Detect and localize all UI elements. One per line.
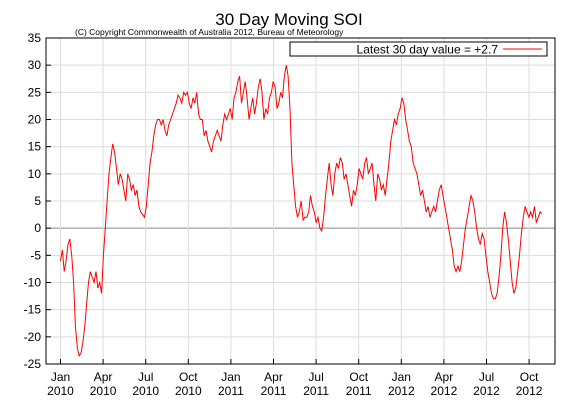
x-tick-label-year: 2012 [516,384,543,398]
y-tick-label: -15 [24,303,42,317]
y-tick-label: 0 [34,221,41,235]
x-tick-label-year: 2012 [431,384,458,398]
y-tick-label: -20 [24,330,42,344]
grid-lines [46,38,555,364]
y-tick-label: 25 [28,85,42,99]
y-tick-label: 35 [28,31,42,45]
x-tick-label-year: 2012 [473,384,500,398]
x-tick-label-month: Jul [138,370,153,384]
x-tick-label-month: Jan [392,370,411,384]
y-tick-label: 20 [28,113,42,127]
x-tick-label-year: 2012 [388,384,415,398]
y-tick-label: -5 [30,248,41,262]
x-tick-label-year: 2011 [346,384,372,398]
x-tick-label-year: 2010 [132,384,159,398]
x-tick-label-month: Oct [520,370,539,384]
series-group [60,65,543,358]
x-tick-label-month: Apr [435,370,454,384]
y-axis: -25 -20 -15 -10 -5 0 5 10 15 20 25 30 35 [24,31,51,371]
x-tick-label-year: 2011 [303,384,329,398]
y-tick-label: 15 [28,140,42,154]
y-tick-label: -25 [24,357,42,371]
chart-subtitle: (C) Copyright Commonwealth of Australia … [75,27,344,37]
x-tick-label-year: 2011 [261,384,287,398]
legend-label: Latest 30 day value = +2.7 [357,43,499,57]
y-tick-label: 30 [28,58,42,72]
legend: Latest 30 day value = +2.7 [289,41,548,57]
series-line [60,65,543,358]
x-tick-label-month: Jul [479,370,494,384]
x-tick-label-month: Apr [94,370,113,384]
x-tick-label-year: 2010 [47,384,74,398]
x-tick-label-month: Jan [51,370,70,384]
x-tick-label-month: Oct [179,370,198,384]
x-tick-label-month: Jul [308,370,323,384]
x-tick-label-year: 2010 [90,384,117,398]
y-tick-label: 10 [28,167,42,181]
x-axis: Jan2010Apr2010Jul2010Oct2010Jan2011Apr20… [47,359,543,398]
x-tick-label-month: Apr [264,370,283,384]
y-tick-label: 5 [34,194,41,208]
y-tick-label: -10 [24,276,42,290]
x-tick-label-month: Jan [221,370,240,384]
legend-box [289,41,548,57]
x-tick-label-year: 2011 [218,384,244,398]
x-tick-label-year: 2010 [175,384,202,398]
x-tick-label-month: Oct [349,370,368,384]
chart-title: 30 Day Moving SOI [215,10,362,29]
